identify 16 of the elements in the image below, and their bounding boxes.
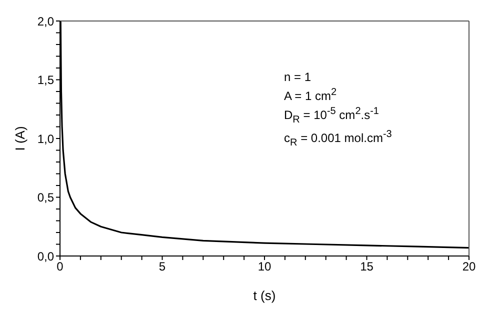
x-tick-label: 5 (158, 260, 166, 274)
annotation: n = 1 (284, 70, 312, 85)
x-tick-label: 15 (360, 260, 374, 274)
x-tick-label: 0 (56, 260, 64, 274)
y-tick-label: 0,5 (37, 190, 54, 205)
annotation: A = 1 cm$^{2}$ (284, 86, 338, 104)
annotation: D$_{R}$ = 10$^{-5}$ cm$^{2}$.s$^{-1}$ (284, 105, 380, 128)
y-axis-title: I (A) (12, 126, 28, 151)
y-tick-label: 1,5 (37, 73, 54, 88)
y-tick-label: 1,0 (37, 132, 54, 146)
y-tick-label: 0,0 (37, 249, 54, 264)
annotation: c$_{R}$ = 0.001 mol.cm$^{-3}$ (284, 128, 392, 151)
x-tick-label: 20 (462, 260, 476, 274)
x-tick-label: 10 (258, 260, 272, 274)
y-tick-label: 2,0 (37, 14, 54, 28)
x-axis-title: t (s) (253, 288, 276, 303)
